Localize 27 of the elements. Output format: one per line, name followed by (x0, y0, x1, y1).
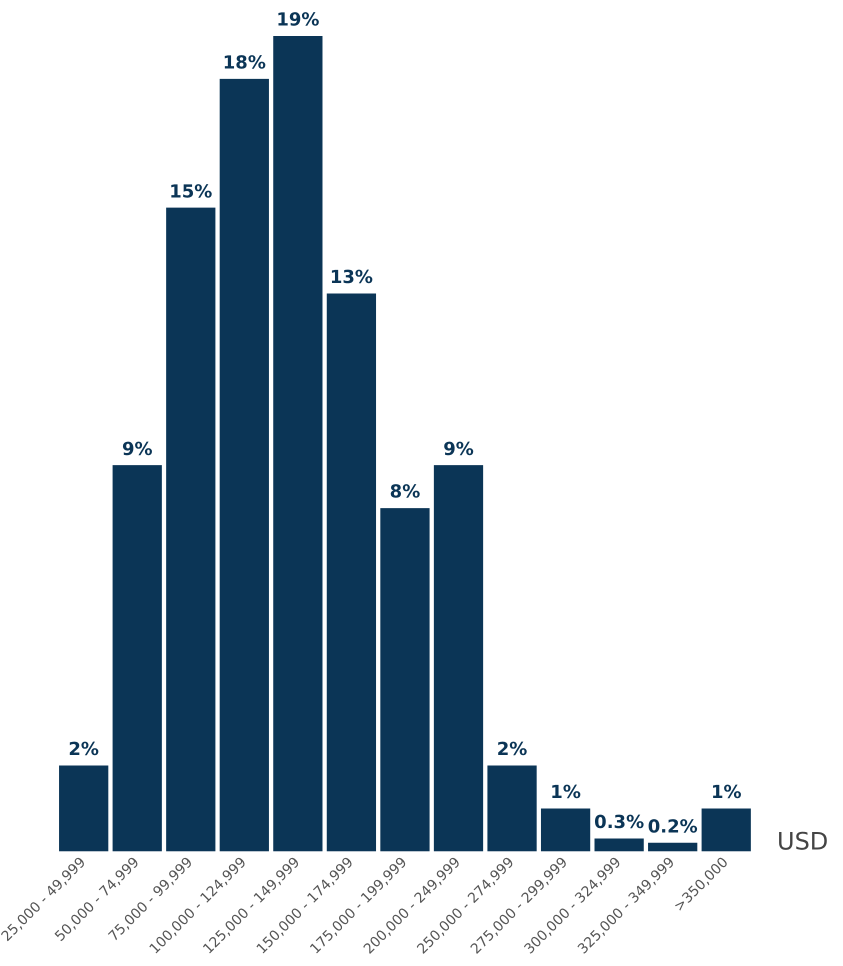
data-label: 1% (550, 782, 581, 804)
data-label: 13% (330, 267, 373, 288)
data-label: 18% (222, 52, 266, 74)
bar (166, 208, 216, 852)
data-label: 1% (710, 782, 742, 804)
bar (594, 838, 644, 852)
data-label: 2% (496, 739, 528, 760)
data-label: 9% (122, 438, 153, 460)
data-label: 9% (443, 438, 474, 460)
bar (540, 808, 590, 852)
bar (487, 766, 537, 852)
data-label: 2% (68, 739, 99, 760)
bar (326, 293, 376, 852)
bar (112, 465, 162, 852)
data-label: 0.2% (648, 816, 698, 838)
bar (220, 78, 269, 852)
bar (434, 465, 484, 852)
bar (702, 808, 751, 852)
data-label: 0.3% (594, 812, 644, 834)
bar (648, 842, 698, 852)
bar (380, 508, 430, 852)
data-label: 19% (276, 10, 320, 31)
bar (59, 766, 108, 852)
data-label: 15% (169, 181, 212, 202)
x-axis-title: USD (777, 828, 828, 856)
bar (273, 36, 322, 852)
data-label: 8% (390, 482, 420, 503)
